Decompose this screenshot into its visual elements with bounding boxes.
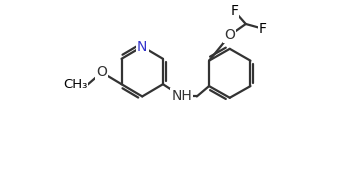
Text: F: F: [230, 4, 239, 18]
Text: O: O: [96, 65, 107, 79]
Text: F: F: [259, 22, 267, 36]
Text: NH: NH: [171, 89, 192, 104]
Text: O: O: [224, 28, 235, 42]
Text: CH₃: CH₃: [63, 78, 88, 91]
Text: N: N: [137, 40, 147, 53]
